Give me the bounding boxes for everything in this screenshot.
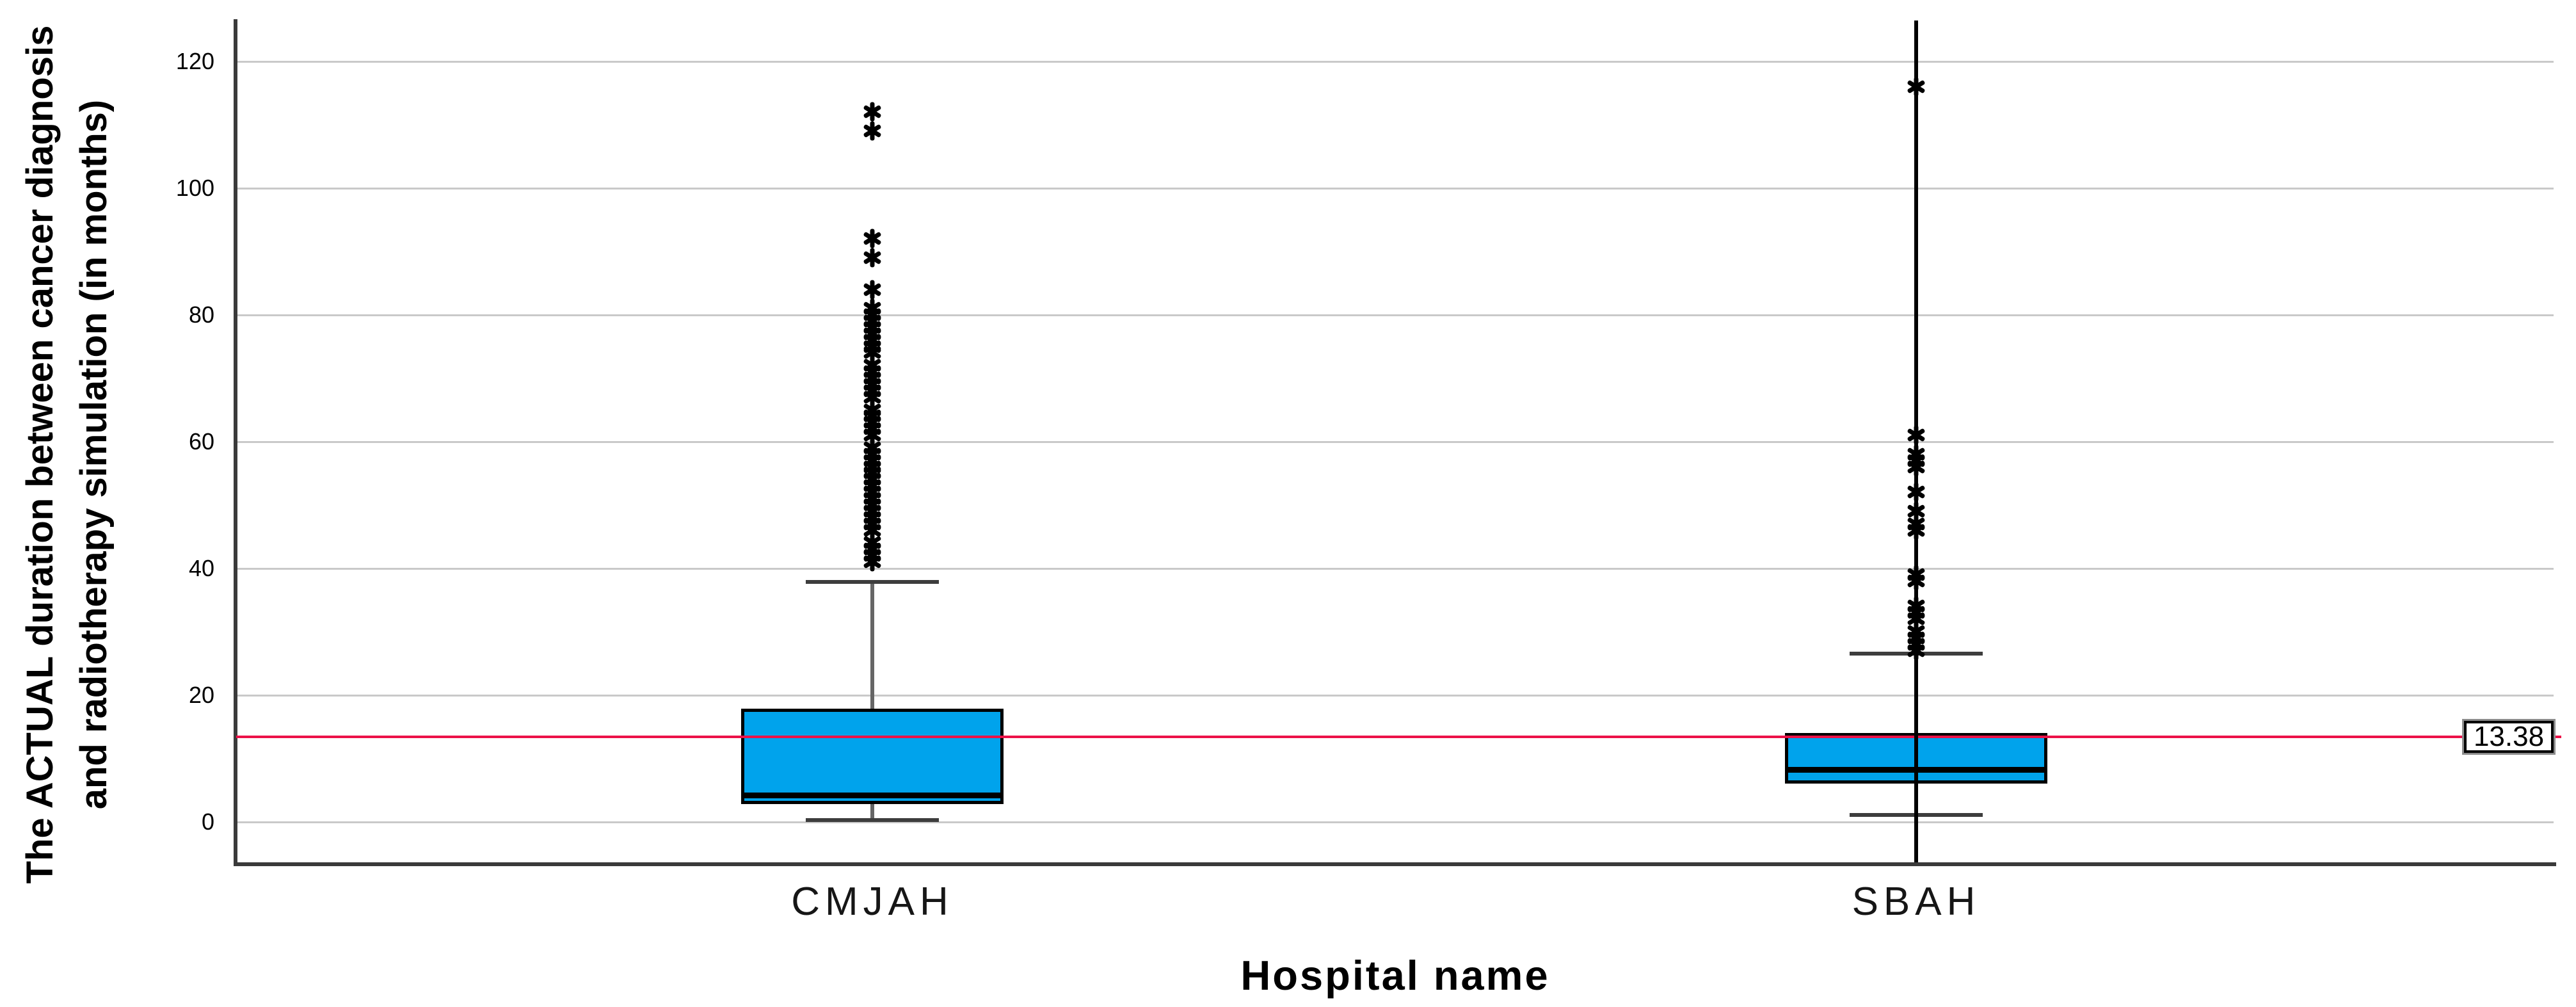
outlier-marker-SBAH: [1907, 571, 1926, 591]
y-tick-label-0: 0: [201, 809, 214, 835]
y-tick-label-20: 20: [188, 682, 214, 708]
y-axis-line: [234, 19, 237, 866]
gridline-y-80: [236, 314, 2554, 316]
outlier-marker-CMJAH: [863, 229, 882, 248]
y-axis-title: The ACTUAL duration between cancer diagn…: [13, 26, 121, 884]
outlier-marker-SBAH: [1907, 520, 1926, 540]
reference-line: [236, 736, 2561, 738]
y-axis-title-line1: The ACTUAL duration between cancer diagn…: [19, 25, 61, 884]
whisker-upper-cap-CMJAH: [806, 580, 939, 584]
outlier-marker-CMJAH: [863, 552, 882, 572]
category-label-cmjah: CMJAH: [791, 880, 954, 924]
gridline-y-100: [236, 188, 2554, 189]
y-axis-title-line2: and radiotherapy simulation (in months): [73, 99, 115, 810]
outlier-marker-SBAH: [1907, 77, 1926, 97]
outlier-marker-SBAH: [1907, 482, 1926, 502]
outlier-marker-SBAH: [1907, 641, 1926, 661]
category-label-sbah: SBAH: [1852, 880, 1981, 924]
whisker-lower-cap-CMJAH: [806, 818, 939, 822]
reference-line-label: 13.38: [2473, 721, 2545, 752]
x-axis-line: [234, 862, 2556, 866]
whisker-lower-stem-CMJAH: [870, 804, 874, 820]
gridline-y-120: [236, 61, 2554, 63]
outlier-marker-CMJAH: [863, 121, 882, 141]
outlier-marker-SBAH: [1907, 425, 1926, 445]
gridline-y-60: [236, 441, 2554, 443]
whisker-upper-stem-CMJAH: [870, 582, 874, 709]
y-tick-label-60: 60: [188, 428, 214, 455]
y-tick-label-40: 40: [188, 555, 214, 581]
outlier-marker-CMJAH: [863, 248, 882, 268]
outlier-marker-SBAH: [1907, 457, 1926, 477]
median-line-CMJAH: [741, 793, 1004, 798]
outlier-marker-CMJAH: [863, 102, 882, 122]
gridline-y-20: [236, 695, 2554, 697]
gridline-y-40: [236, 568, 2554, 570]
y-tick-label-100: 100: [175, 175, 214, 201]
y-tick-label-80: 80: [188, 302, 214, 328]
x-axis-title: Hospital name: [1240, 952, 1550, 999]
reference-line-label-box: 13.38: [2462, 719, 2556, 755]
box-CMJAH: [741, 709, 1004, 804]
outlier-marker-CMJAH: [863, 280, 882, 300]
gridline-y-0: [236, 821, 2554, 823]
y-tick-label-120: 120: [175, 48, 214, 74]
